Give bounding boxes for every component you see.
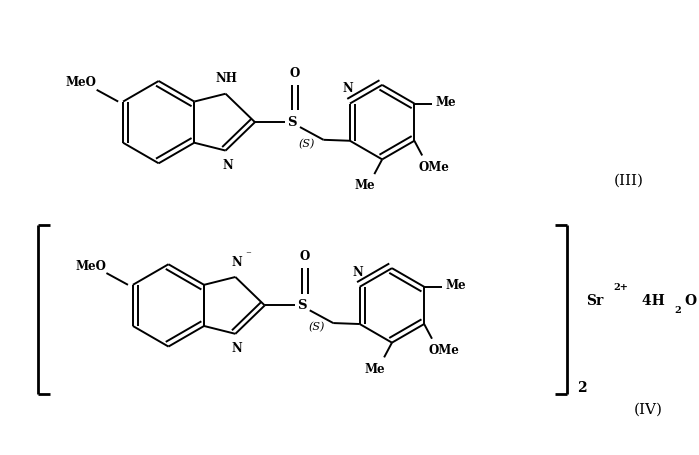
Text: (S): (S)	[298, 139, 315, 149]
Text: (IV): (IV)	[633, 402, 663, 416]
Text: N: N	[232, 256, 243, 269]
Text: MeO: MeO	[75, 260, 106, 273]
Text: 2: 2	[577, 381, 586, 395]
Text: O: O	[684, 293, 696, 308]
Text: N: N	[232, 342, 243, 355]
Text: Me: Me	[354, 179, 375, 192]
Text: OMe: OMe	[428, 344, 459, 357]
Text: N: N	[352, 266, 363, 278]
Text: NH: NH	[215, 71, 238, 85]
Text: 2+: 2+	[614, 283, 628, 292]
Text: (III): (III)	[614, 174, 643, 188]
Text: N: N	[343, 82, 354, 96]
Text: N: N	[222, 159, 233, 172]
Text: 2: 2	[675, 306, 681, 315]
Text: O: O	[290, 66, 300, 80]
Text: S: S	[287, 116, 297, 129]
Text: 4H: 4H	[637, 293, 665, 308]
Text: Me: Me	[364, 363, 384, 376]
Text: OMe: OMe	[419, 161, 449, 174]
Text: O: O	[300, 250, 310, 263]
Text: Me: Me	[445, 279, 466, 292]
Text: MeO: MeO	[66, 76, 96, 90]
Text: (S): (S)	[308, 322, 325, 332]
Text: Me: Me	[435, 96, 456, 109]
Text: Sr: Sr	[586, 293, 603, 308]
Text: ⁻: ⁻	[245, 250, 251, 260]
Text: S: S	[297, 299, 307, 312]
